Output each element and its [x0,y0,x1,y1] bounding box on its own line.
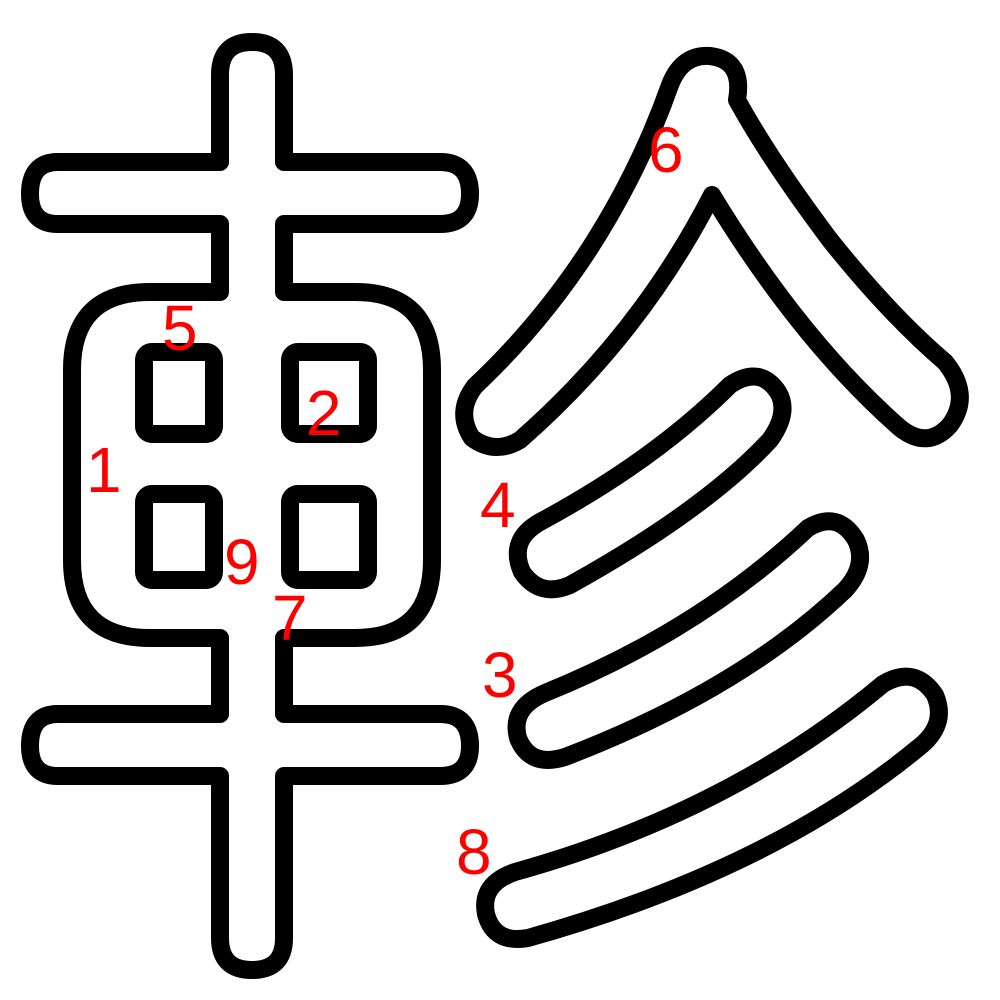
long-slanted-stroke [476,667,948,948]
stroke-number-7: 7 [272,582,308,654]
stroke-number-8: 8 [456,816,492,888]
stroke-number-9: 9 [224,526,260,598]
box-cell-bottom-left [135,485,223,589]
left-component [21,33,479,979]
stroke-number-6: 6 [648,114,684,186]
stroke-number-5: 5 [162,292,198,364]
vertical-stroke [21,33,479,979]
middle-slanted-stroke [507,512,870,769]
right-component [455,46,969,948]
roof-stroke [455,46,969,456]
box-cell-top-left [135,343,223,443]
box-cell-top-right [281,343,377,443]
box-cell-bottom-right [281,485,377,589]
stroke-number-2: 2 [306,377,342,449]
stroke-number-3: 3 [482,639,518,711]
stroke-number-4: 4 [480,469,516,541]
short-slanted-stroke [508,367,792,599]
stroke-order-labels: 1 2 3 4 5 6 7 8 9 [86,114,684,888]
stroke-number-1: 1 [86,434,122,506]
